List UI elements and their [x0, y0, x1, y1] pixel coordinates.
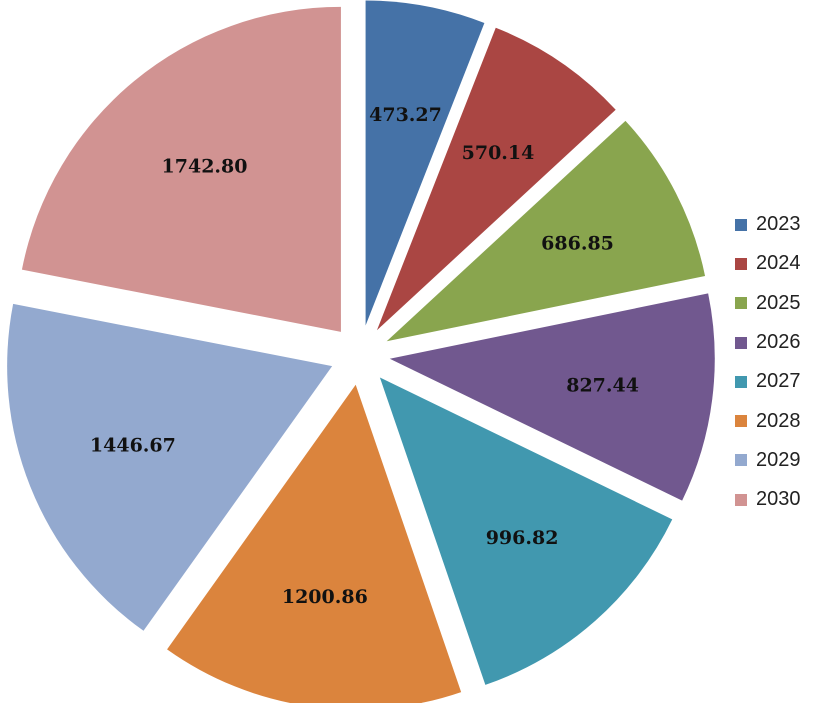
legend-item-2029: 2029 [735, 441, 819, 480]
chart-legend: 2023 2024 2025 2026 2027 2028 2029 2030 [735, 205, 819, 519]
pie-slice-2023 [365, 0, 485, 326]
legend-swatch [735, 336, 747, 349]
pie-slice-2027 [379, 377, 673, 685]
data-label-2028: 1200.86 [282, 586, 368, 608]
legend-item-2025: 2025 [735, 284, 819, 323]
data-label-2027: 996.82 [486, 527, 559, 549]
legend-item-2030: 2030 [735, 480, 819, 519]
legend-item-2027: 2027 [735, 362, 819, 401]
legend-label: 2027 [756, 370, 801, 393]
legend-swatch [735, 218, 747, 231]
legend-label: 2024 [756, 252, 801, 275]
legend-item-2026: 2026 [735, 323, 819, 362]
data-label-2025: 686.85 [541, 232, 614, 254]
legend-label: 2025 [756, 291, 801, 314]
legend-swatch [735, 415, 747, 428]
pie-slice-2028 [167, 384, 462, 703]
legend-swatch [735, 493, 747, 506]
pie-slice-2029 [7, 303, 333, 631]
legend-swatch [735, 454, 747, 467]
data-label-2026: 827.44 [566, 374, 639, 396]
legend-label: 2026 [756, 331, 801, 354]
pie-slices [7, 0, 715, 703]
data-label-2024: 570.14 [462, 142, 535, 164]
legend-swatch [735, 297, 747, 310]
pie-data-labels: 473.27 570.14 686.85 827.44 996.82 1200.86 144… [90, 104, 639, 608]
legend-item-2028: 2028 [735, 401, 819, 440]
legend-item-2024: 2024 [735, 244, 819, 283]
data-label-2029: 1446.67 [90, 435, 176, 457]
pie-slice-2030 [21, 6, 341, 332]
legend-item-2023: 2023 [735, 205, 819, 244]
pie-slice-2026 [389, 293, 715, 501]
data-label-2023: 473.27 [369, 104, 442, 126]
legend-label: 2029 [756, 448, 801, 471]
legend-swatch [735, 375, 747, 388]
pie-slice-2025 [386, 120, 706, 342]
legend-label: 2023 [756, 213, 801, 236]
data-label-2030: 1742.80 [162, 155, 248, 177]
legend-label: 2030 [756, 488, 801, 511]
legend-label: 2028 [756, 409, 801, 432]
legend-swatch [735, 257, 747, 270]
pie-slice-2024 [376, 27, 616, 331]
